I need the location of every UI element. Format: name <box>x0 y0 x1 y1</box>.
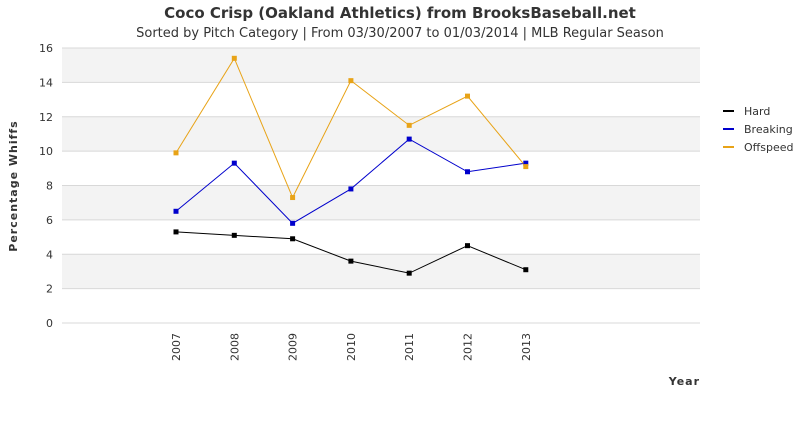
y-tick-label: 8 <box>46 180 53 193</box>
x-tick-label: 2007 <box>170 333 183 361</box>
data-point-hard <box>465 243 470 249</box>
x-axis-label: Year <box>668 375 700 388</box>
legend: Hard Breaking Offspeed <box>723 105 793 154</box>
data-point-hard <box>231 232 237 238</box>
data-point-offspeed <box>523 164 529 170</box>
data-point-breaking <box>523 160 529 166</box>
data-point-breaking <box>406 136 412 142</box>
x-tick-labels: 2007 2008 2009 2010 2011 2012 2013 <box>170 333 533 361</box>
data-point-hard <box>523 267 529 273</box>
x-tick-label: 2010 <box>345 333 358 361</box>
y-tick-label: 4 <box>46 248 53 261</box>
legend-label: Breaking <box>744 123 793 136</box>
plot-bands <box>62 48 700 323</box>
legend-label: Offspeed <box>744 141 793 154</box>
data-point-breaking <box>231 160 237 166</box>
plot-band <box>62 288 700 323</box>
data-point-offspeed <box>406 122 412 128</box>
plot-band <box>62 185 700 220</box>
legend-label: Hard <box>744 105 770 118</box>
x-tick-label: 2013 <box>520 333 533 361</box>
x-tick-label: 2011 <box>403 333 416 361</box>
data-point-breaking <box>290 220 296 226</box>
data-point-hard <box>348 258 354 264</box>
plot-band <box>62 219 700 255</box>
series-points <box>173 55 529 276</box>
data-point-breaking <box>465 169 470 175</box>
chart-subtitle: Sorted by Pitch Category | From 03/30/20… <box>136 26 664 41</box>
y-tick-labels: 0 2 4 6 8 10 12 14 16 <box>39 42 53 330</box>
plot-band <box>62 48 700 83</box>
data-point-offspeed <box>173 150 179 156</box>
data-point-hard <box>290 236 296 242</box>
y-tick-label: 14 <box>39 76 53 89</box>
data-point-hard <box>173 229 179 235</box>
gridlines <box>62 47 700 324</box>
data-point-breaking <box>173 208 179 214</box>
data-point-offspeed <box>290 195 296 201</box>
x-tick-label: 2008 <box>228 333 241 361</box>
y-tick-label: 10 <box>39 145 53 158</box>
y-axis-label: Percentage Whiffs <box>7 120 20 251</box>
data-point-offspeed <box>348 78 354 84</box>
data-point-offspeed <box>231 55 237 61</box>
data-point-offspeed <box>465 93 470 99</box>
plot-band <box>62 116 700 152</box>
plot-band <box>62 151 700 186</box>
y-tick-label: 12 <box>39 111 53 124</box>
x-tick-label: 2009 <box>287 333 300 361</box>
y-tick-label: 0 <box>46 317 53 330</box>
data-point-hard <box>406 270 412 276</box>
plot-band <box>62 254 700 289</box>
y-tick-label: 2 <box>46 283 53 296</box>
x-tick-label: 2012 <box>462 333 475 361</box>
data-point-breaking <box>348 186 354 192</box>
plot-band <box>62 82 700 117</box>
chart-title: Coco Crisp (Oakland Athletics) from Broo… <box>164 4 636 22</box>
y-tick-label: 16 <box>39 42 53 55</box>
y-tick-label: 6 <box>46 214 53 227</box>
